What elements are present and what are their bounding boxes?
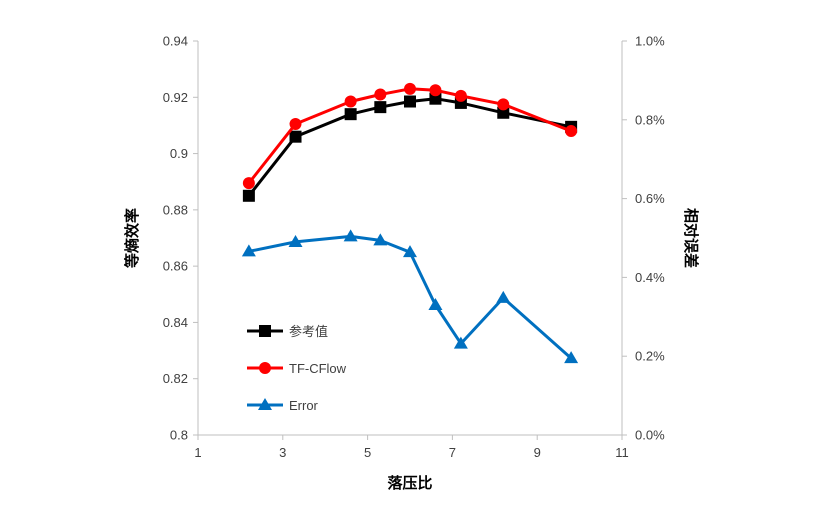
data-point bbox=[453, 336, 468, 349]
data-point bbox=[497, 98, 510, 111]
data-point bbox=[373, 233, 388, 246]
series-square bbox=[242, 92, 578, 202]
data-point bbox=[496, 290, 511, 303]
x-tick-label: 5 bbox=[364, 445, 371, 460]
axes bbox=[193, 40, 627, 440]
y-tick-label: 0.86 bbox=[163, 259, 188, 274]
data-point bbox=[242, 189, 255, 202]
y2-tick-label: 0.4% bbox=[635, 270, 665, 285]
y2-tick-label: 0.8% bbox=[635, 112, 665, 127]
data-point bbox=[289, 130, 302, 143]
data-point bbox=[288, 234, 303, 247]
data-point bbox=[374, 101, 387, 114]
legend-entry: Error bbox=[247, 398, 319, 413]
x-tick-label: 7 bbox=[449, 445, 456, 460]
y-tick-label: 0.84 bbox=[163, 315, 188, 330]
legend-marker bbox=[258, 398, 272, 410]
y-tick-label: 0.82 bbox=[163, 371, 188, 386]
tick-labels: 1 3 5 7 9 11 0.8 0.82 0.84 0.86 0.88 0.9 0.92 0.94 0.0… bbox=[163, 34, 665, 461]
legend-entry: 参考值 bbox=[247, 324, 328, 339]
y2-tick-label: 0.0% bbox=[635, 428, 665, 443]
legend-label: Error bbox=[289, 398, 319, 413]
data-point bbox=[497, 106, 510, 119]
data-point bbox=[428, 297, 443, 310]
data-point bbox=[344, 108, 357, 121]
data-point bbox=[344, 95, 357, 108]
x-tick-label: 3 bbox=[279, 445, 286, 460]
y-tick-label: 0.94 bbox=[163, 34, 188, 49]
data-point bbox=[404, 95, 416, 108]
x-axis-title: 落压比 bbox=[387, 474, 432, 492]
legend-label: TF-CFlow bbox=[289, 361, 347, 376]
y-tick-label: 0.88 bbox=[163, 202, 188, 217]
x-tick-label: 11 bbox=[615, 445, 629, 460]
y2-tick-label: 0.2% bbox=[635, 349, 665, 364]
y2-tick-label: 0.6% bbox=[635, 191, 665, 206]
data-point bbox=[374, 88, 387, 101]
y-tick-label: 0.8 bbox=[170, 428, 188, 443]
y-tick-label: 0.92 bbox=[163, 90, 188, 105]
plot-area bbox=[241, 82, 579, 364]
data-point bbox=[564, 351, 579, 364]
data-point bbox=[429, 84, 442, 97]
y2-tick-label: 1.0% bbox=[635, 34, 665, 49]
y-axis-title: 等熵效率 bbox=[123, 208, 141, 268]
series-triangle bbox=[241, 229, 579, 364]
x-tick-label: 9 bbox=[534, 445, 541, 460]
legend-marker bbox=[259, 325, 271, 337]
data-point bbox=[403, 245, 417, 258]
y-tick-label: 0.9 bbox=[170, 146, 188, 161]
legend-label: 参考值 bbox=[289, 324, 328, 339]
data-point bbox=[343, 229, 358, 242]
data-point bbox=[241, 244, 256, 257]
data-point bbox=[404, 82, 416, 95]
legend-marker bbox=[259, 362, 271, 374]
y2-axis-title: 相对误差 bbox=[682, 208, 700, 268]
legend: 参考值 TF-CFlow Error bbox=[247, 324, 347, 413]
data-point bbox=[242, 177, 255, 190]
data-point bbox=[565, 125, 578, 138]
data-point bbox=[429, 92, 442, 105]
legend-entry: TF-CFlow bbox=[247, 361, 347, 376]
x-tick-label: 1 bbox=[194, 445, 201, 460]
data-point bbox=[289, 118, 302, 131]
series-circle bbox=[242, 82, 578, 190]
data-point bbox=[454, 89, 467, 102]
